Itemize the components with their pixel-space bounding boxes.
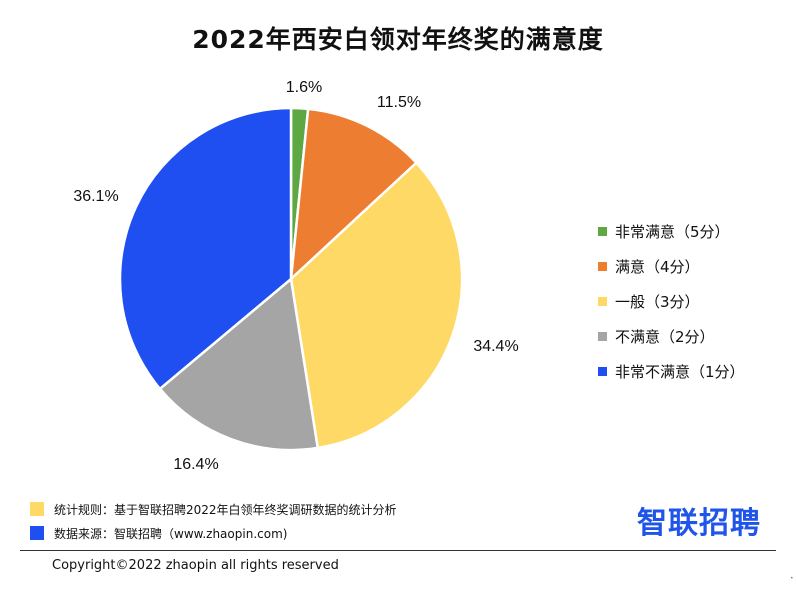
- note-text: 统计规则：基于智联招聘2022年白领年终奖调研数据的统计分析: [54, 502, 397, 517]
- footer-divider: [20, 550, 776, 551]
- legend-label: 满意（4分）: [615, 258, 700, 276]
- legend-label: 不满意（2分）: [615, 328, 715, 346]
- note-statistics-rule: 统计规则：基于智联招聘2022年白领年终奖调研数据的统计分析: [30, 497, 397, 521]
- data-label: 11.5%: [377, 94, 421, 111]
- data-label: 36.1%: [73, 188, 118, 205]
- pie-slice: [118, 106, 293, 391]
- legend-item: 非常不满意（1分）: [598, 354, 745, 389]
- data-label: 1.6%: [286, 79, 322, 96]
- note-data-source: 数据来源：智联招聘（www.zhaopin.com): [30, 521, 397, 545]
- zhaopin-logo: 智联招聘: [637, 506, 761, 541]
- legend-swatch: [598, 332, 607, 341]
- footnotes: 统计规则：基于智联招聘2022年白领年终奖调研数据的统计分析 数据来源：智联招聘…: [30, 497, 397, 545]
- legend-swatch: [598, 262, 607, 271]
- corner-mark: •: [790, 575, 794, 582]
- chart-title: 2022年西安白领对年终奖的满意度: [192, 25, 604, 54]
- legend-label: 非常满意（5分）: [615, 223, 730, 241]
- legend-swatch: [598, 227, 607, 236]
- legend-item: 非常满意（5分）: [598, 214, 745, 249]
- data-label: 16.4%: [173, 456, 218, 473]
- copyright-text: Copyright©2022 zhaopin all rights reserv…: [52, 558, 339, 573]
- legend-item: 不满意（2分）: [598, 319, 745, 354]
- legend-item: 满意（4分）: [598, 249, 745, 284]
- note-swatch: [30, 526, 44, 540]
- legend-swatch: [598, 297, 607, 306]
- note-text: 数据来源：智联招聘（www.zhaopin.com): [54, 526, 288, 541]
- legend-label: 一般（3分）: [615, 293, 700, 311]
- note-swatch: [30, 502, 44, 516]
- chart-legend: 非常满意（5分） 满意（4分） 一般（3分） 不满意（2分） 非常不满意（1分）: [598, 214, 745, 389]
- pie-slice: [158, 277, 319, 452]
- pie-slice: [289, 161, 464, 450]
- legend-label: 非常不满意（1分）: [615, 363, 745, 381]
- data-label: 34.4%: [473, 338, 518, 355]
- legend-item: 一般（3分）: [598, 284, 745, 319]
- pie-slice: [289, 107, 418, 281]
- legend-swatch: [598, 367, 607, 376]
